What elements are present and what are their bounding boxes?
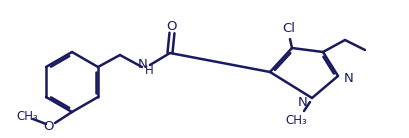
Text: N: N [297, 95, 307, 108]
Text: CH₃: CH₃ [284, 113, 306, 127]
Text: O: O [44, 120, 54, 132]
Text: N: N [343, 71, 353, 84]
Text: Cl: Cl [282, 22, 295, 34]
Text: N: N [138, 59, 148, 71]
Text: H: H [144, 64, 153, 78]
Text: CH₃: CH₃ [16, 109, 38, 123]
Text: O: O [166, 21, 177, 34]
